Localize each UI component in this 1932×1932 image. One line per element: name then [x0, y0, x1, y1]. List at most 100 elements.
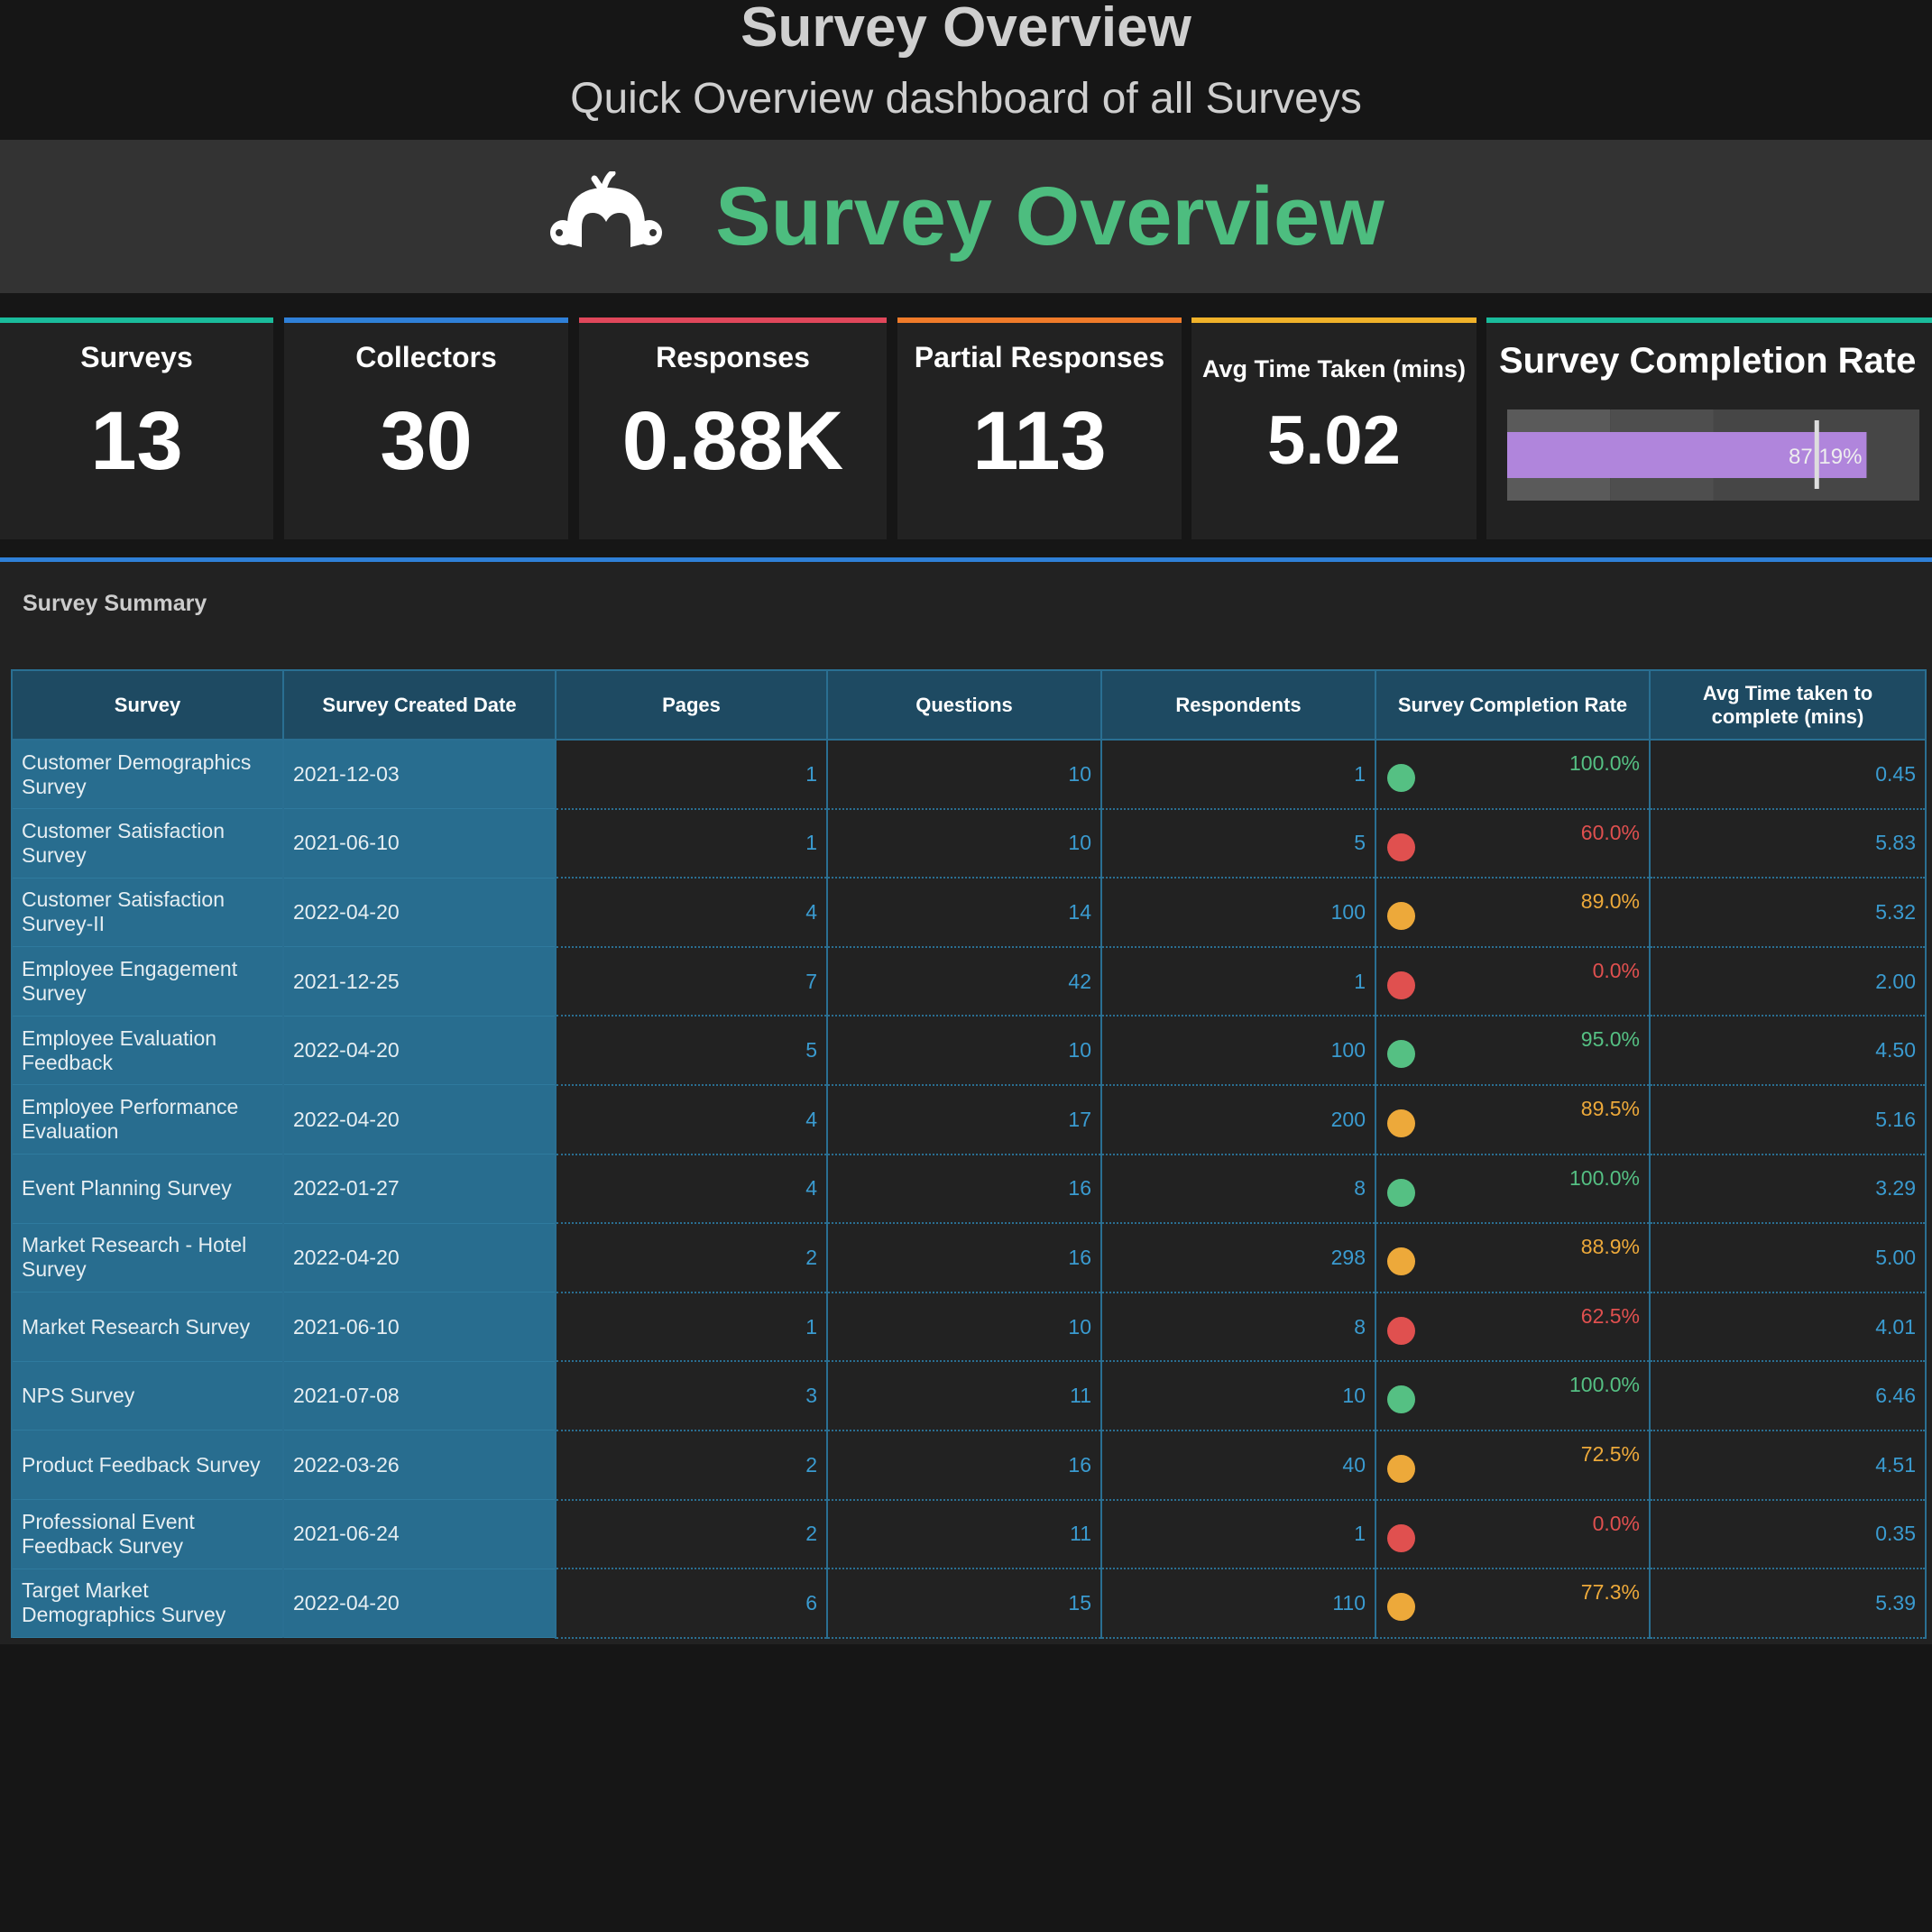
created-date-cell: 2021-06-10 — [282, 1292, 557, 1362]
respondents-cell: 200 — [1100, 1084, 1376, 1155]
avg-time-cell: 0.45 — [1649, 740, 1927, 810]
completion-rate-value: 89.0% — [1580, 889, 1640, 914]
respondents-cell: 10 — [1100, 1361, 1376, 1431]
status-dot-icon — [1387, 1593, 1415, 1622]
kpi-value: 5.02 — [1267, 402, 1401, 479]
created-date-cell: 2022-04-20 — [282, 1016, 557, 1086]
survey-name-cell: Employee Engagement Survey — [11, 946, 284, 1017]
created-date-cell: 2022-04-20 — [282, 878, 557, 948]
banner: Survey Overview — [0, 140, 1932, 293]
status-dot-icon — [1387, 1247, 1415, 1276]
table-row: Employee Performance Evaluation 2022-04-2… — [11, 1084, 1927, 1155]
completion-rate-value: 0.0% — [1592, 958, 1640, 982]
created-date-cell: 2022-01-27 — [282, 1154, 557, 1224]
completion-rate-cell: 100.0% — [1375, 740, 1651, 810]
survey-name-cell: Employee Evaluation Feedback — [11, 1016, 284, 1086]
completion-rate-value: 100.0% — [1569, 1373, 1640, 1397]
status-dot-icon — [1387, 1178, 1415, 1207]
completion-rate-value: 72.5% — [1580, 1441, 1640, 1466]
respondents-cell: 100 — [1100, 1016, 1376, 1086]
status-dot-icon — [1387, 971, 1415, 999]
table-row: Product Feedback Survey 2022-03-26 2 16 40 72… — [11, 1430, 1927, 1501]
pages-cell: 4 — [555, 1084, 828, 1155]
questions-cell: 16 — [826, 1223, 1102, 1293]
kpi-card-surveys: Surveys 13 — [0, 317, 273, 539]
completion-rate-cell: 72.5% — [1375, 1430, 1651, 1501]
completion-rate-cell: 0.0% — [1375, 1499, 1651, 1570]
page-subtitle: Quick Overview dashboard of all Surveys — [570, 75, 1362, 123]
table-row: Market Research - Hotel Survey 2022-04-20… — [11, 1223, 1927, 1293]
gauge-value-label: 87.19% — [1789, 445, 1862, 469]
questions-cell: 11 — [826, 1499, 1102, 1570]
questions-cell: 11 — [826, 1361, 1102, 1431]
created-date-cell: 2021-06-10 — [282, 808, 557, 879]
table-row: Customer Satisfaction Survey 2021-06-10 1 1… — [11, 808, 1927, 879]
status-dot-icon — [1387, 833, 1415, 861]
pages-cell: 2 — [555, 1499, 828, 1570]
survey-name-cell: NPS Survey — [11, 1361, 284, 1431]
completion-rate-value: 62.5% — [1580, 1303, 1640, 1328]
kpi-card-partial-responses: Partial Responses 113 — [897, 317, 1182, 539]
respondents-cell: 298 — [1100, 1223, 1376, 1293]
questions-cell: 17 — [826, 1084, 1102, 1155]
completion-rate-value: 100.0% — [1569, 751, 1640, 775]
pages-cell: 2 — [555, 1430, 828, 1501]
kpi-card-avg-time-taken-mins-: Avg Time Taken (mins) 5.02 — [1191, 317, 1477, 539]
column-header[interactable]: Survey Created Date — [282, 669, 557, 741]
survey-name-cell: Event Planning Survey — [11, 1154, 284, 1224]
created-date-cell: 2021-12-25 — [282, 946, 557, 1017]
table-row: Professional Event Feedback Survey 2021-0… — [11, 1499, 1927, 1570]
survey-name-cell: Customer Satisfaction Survey — [11, 808, 284, 879]
avg-time-cell: 4.01 — [1649, 1292, 1927, 1363]
divider — [0, 557, 1932, 562]
avg-time-cell: 5.32 — [1649, 878, 1927, 948]
page-title: Survey Overview — [741, 0, 1191, 59]
completion-rate-cell: 89.0% — [1375, 878, 1651, 948]
pages-cell: 6 — [555, 1569, 828, 1639]
avg-time-cell: 5.00 — [1649, 1223, 1927, 1293]
pages-cell: 2 — [555, 1223, 828, 1293]
created-date-cell: 2021-12-03 — [282, 740, 557, 810]
pages-cell: 4 — [555, 1154, 828, 1225]
status-dot-icon — [1387, 902, 1415, 931]
pages-cell: 4 — [555, 878, 828, 948]
completion-rate-value: 89.5% — [1580, 1096, 1640, 1120]
respondents-cell: 40 — [1100, 1430, 1376, 1501]
questions-cell: 10 — [826, 740, 1102, 810]
column-header[interactable]: Survey — [11, 669, 284, 741]
table-row: Target Market Demographics Survey 2022-04… — [11, 1569, 1927, 1639]
completion-rate-cell: 95.0% — [1375, 1016, 1651, 1086]
pages-cell: 1 — [555, 1292, 828, 1363]
column-header[interactable]: Survey Completion Rate — [1375, 669, 1651, 741]
questions-cell: 16 — [826, 1430, 1102, 1501]
table-row: Employee Engagement Survey 2021-12-25 7 42 1… — [11, 946, 1927, 1017]
completion-rate-value: 100.0% — [1569, 1165, 1640, 1190]
column-header[interactable]: Respondents — [1100, 669, 1376, 741]
survey-name-cell: Professional Event Feedback Survey — [11, 1499, 284, 1569]
column-header[interactable]: Questions — [826, 669, 1102, 741]
status-dot-icon — [1387, 1454, 1415, 1483]
table-row: Customer Demographics Survey 2021-12-03 1 1… — [11, 740, 1927, 810]
completion-rate-value: 88.9% — [1580, 1235, 1640, 1259]
pages-cell: 1 — [555, 740, 828, 810]
status-dot-icon — [1387, 1109, 1415, 1137]
page-header: Survey Overview Quick Overview dashboard… — [0, 0, 1932, 140]
kpi-label: Survey Completion Rate — [1499, 341, 1917, 381]
status-dot-icon — [1387, 1040, 1415, 1069]
completion-rate-value: 60.0% — [1580, 820, 1640, 844]
avg-time-cell: 5.83 — [1649, 808, 1927, 879]
column-header[interactable]: Pages — [555, 669, 828, 741]
banner-title: Survey Overview — [715, 170, 1385, 262]
respondents-cell: 8 — [1100, 1292, 1376, 1363]
avg-time-cell: 4.51 — [1649, 1430, 1927, 1501]
completion-rate-cell: 60.0% — [1375, 808, 1651, 879]
table-row: Employee Evaluation Feedback 2022-04-20 5 1… — [11, 1016, 1927, 1086]
column-header[interactable]: Avg Time taken to complete (mins) — [1649, 669, 1927, 741]
completion-rate-cell: 62.5% — [1375, 1292, 1651, 1363]
kpi-label: Partial Responses — [914, 341, 1165, 373]
section-title: Survey Summary — [23, 591, 207, 616]
questions-cell: 10 — [826, 808, 1102, 879]
status-dot-icon — [1387, 1316, 1415, 1345]
avg-time-cell: 0.35 — [1649, 1499, 1927, 1570]
status-dot-icon — [1387, 764, 1415, 792]
